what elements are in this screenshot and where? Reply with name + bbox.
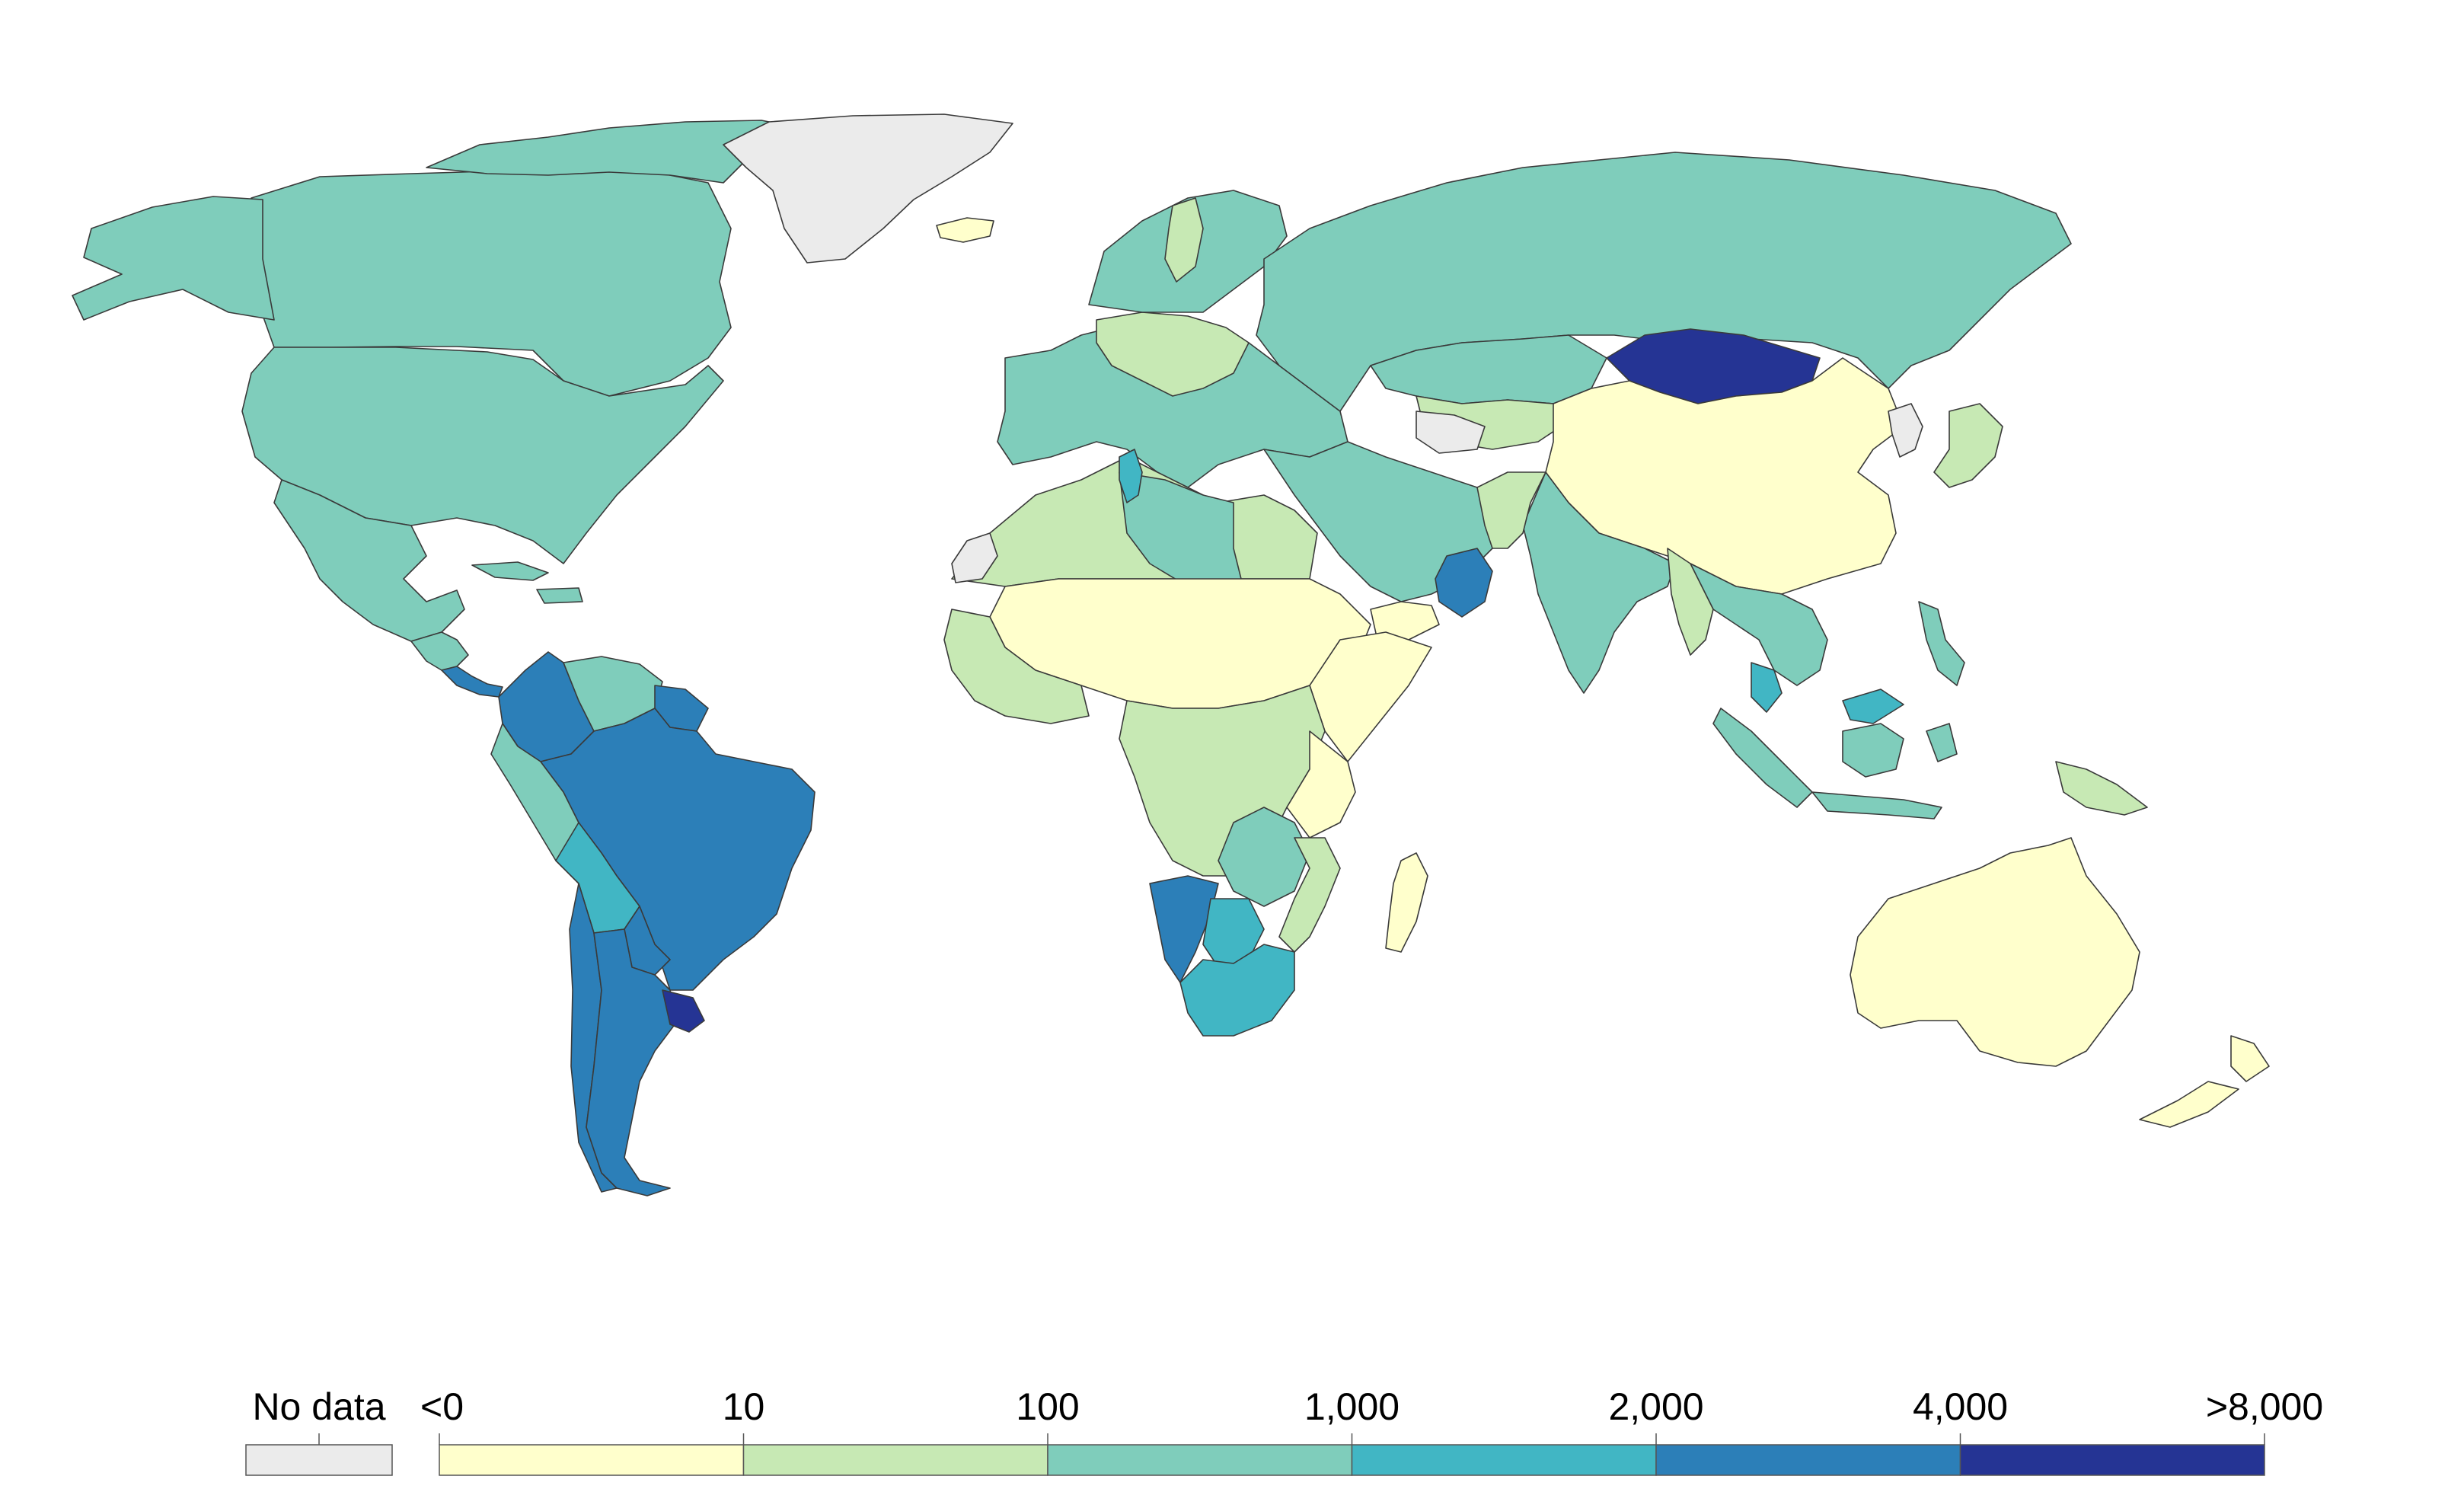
legend-ticks: <0 10 100 1,000 2,000 4,000 >8,000 (420, 1385, 2323, 1445)
region-uruguay (662, 989, 705, 1033)
region-madagascar (1385, 852, 1428, 953)
region-western-sahara (951, 532, 998, 583)
legend-tick-label-6: >8,000 (2206, 1385, 2323, 1428)
region-new-zealand (2139, 1035, 2270, 1128)
region-greenland (723, 113, 1013, 264)
legend-swatch-3 (1351, 1444, 1657, 1476)
region-southeast-asia (1690, 563, 1828, 686)
legend-swatch-1 (742, 1444, 1048, 1476)
country-shapes (72, 113, 2270, 1196)
region-zambia-zimbabwe (1218, 807, 1310, 907)
region-south-asia (1522, 471, 1676, 694)
region-korea (1888, 403, 1923, 458)
region-argentina (586, 928, 678, 1196)
region-mexico (273, 479, 465, 642)
region-caribbean (471, 561, 583, 604)
region-malaysia (1751, 662, 1904, 724)
legend-bins (439, 1444, 2265, 1476)
legend-tick-label-5: 4,000 (1913, 1385, 2008, 1428)
region-oman (1435, 548, 1493, 618)
region-myanmar (1667, 548, 1714, 656)
legend-swatch-no-data (245, 1444, 393, 1476)
region-sweden (1164, 197, 1204, 283)
color-legend: No data <0 10 100 1,000 2,000 4,000 >8,000 (245, 1385, 2323, 1476)
region-costa-rica-panama (441, 666, 503, 698)
region-central-europe (1096, 312, 1250, 397)
region-japan (1933, 403, 2003, 488)
legend-tick-label-0: <0 (420, 1385, 464, 1428)
legend-tick-label-2: 100 (1016, 1385, 1079, 1428)
region-south-africa (1179, 944, 1295, 1037)
region-russia (1256, 152, 2072, 412)
region-iceland (936, 217, 994, 243)
region-philippines (1918, 601, 1965, 686)
region-papua-new-guinea (2055, 761, 2148, 816)
legend-swatch-4 (1655, 1444, 1961, 1476)
region-central-america (410, 631, 469, 671)
region-indonesia (1712, 708, 1958, 819)
region-pakistan (1476, 471, 1546, 549)
region-alaska (72, 196, 275, 321)
legend-swatch-5 (1959, 1444, 2265, 1476)
legend-swatch-2 (1047, 1444, 1353, 1476)
legend-tick-label-3: 1,000 (1304, 1385, 1400, 1428)
region-mozambique (1278, 837, 1341, 953)
region-libya (1119, 471, 1242, 587)
region-australia (1850, 837, 2140, 1067)
legend-tick-label-4: 2,000 (1608, 1385, 1703, 1428)
region-tunisia (1119, 449, 1143, 503)
legend-swatch-0 (439, 1444, 745, 1476)
region-west-africa (943, 609, 1090, 724)
region-east-africa (1286, 730, 1356, 839)
region-turkmenistan (1416, 411, 1486, 454)
region-namibia (1149, 875, 1219, 983)
legend-no-data-label: No data (252, 1385, 385, 1428)
legend-tick-label-1: 10 (723, 1385, 765, 1428)
